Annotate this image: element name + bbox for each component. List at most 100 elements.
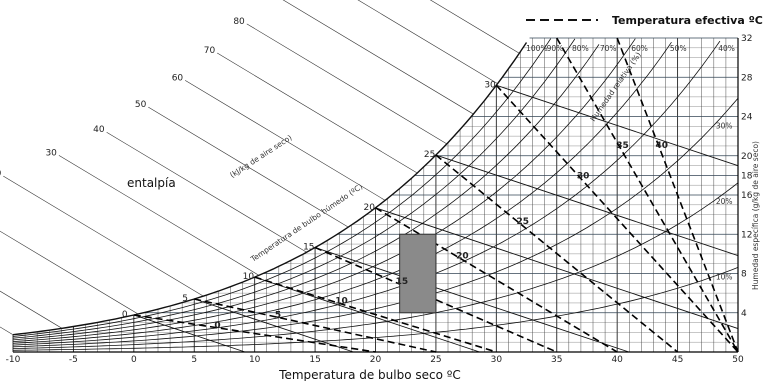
enthalpy-line <box>0 290 63 329</box>
x-axis-label: Temperatura de bulbo seco ºC <box>278 368 461 381</box>
effective-temperature-line <box>556 37 739 353</box>
wet-bulb-tick-label: 5 <box>182 294 188 304</box>
y-tick-label: 12 <box>741 230 752 240</box>
y-tick-label: 8 <box>741 270 747 280</box>
enthalpy-line <box>217 52 418 174</box>
relative-humidity-curves <box>12 38 739 351</box>
enthalpy-tick-labels: -100102030405060708090100110 <box>0 17 245 179</box>
effective-temperature-label: 35 <box>616 141 629 151</box>
rh-curve <box>12 42 528 336</box>
rh-tick-label: 50% <box>670 44 687 53</box>
right-axis-label: Humedad específica (g/kg de aire seco) <box>751 141 760 290</box>
effective-temperature-labels: 0 5 10 15 20 25 30 35 40 <box>214 141 668 331</box>
x-tick-label: 50 <box>732 355 744 365</box>
wet-bulb-line <box>375 207 739 329</box>
x-tick-label: -5 <box>69 355 78 365</box>
enthalpy-line <box>246 23 447 145</box>
enthalpy-line <box>58 155 260 276</box>
x-tick-labels: -10 -5 0 5 10 15 20 25 30 35 40 45 50 <box>6 355 744 365</box>
effective-temperature-label: 0 <box>214 321 220 331</box>
effective-temperature-lines <box>133 37 739 353</box>
enthalpy-line <box>106 131 307 253</box>
enthalpy-tick-label: 20 <box>0 169 2 179</box>
wet-bulb-line <box>194 298 354 353</box>
rh-tick-label: 80% <box>572 44 589 53</box>
x-tick-label: 15 <box>309 355 320 365</box>
effective-temperature-label: 30 <box>577 172 590 182</box>
x-tick-label: -10 <box>6 355 21 365</box>
enthalpy-line <box>3 175 204 297</box>
effective-temperature-line <box>194 298 437 353</box>
enthalpy-lines <box>0 0 520 335</box>
rh-axis-label: Humedad relativa (%) <box>588 50 643 123</box>
y-tick-label: 4 <box>741 309 747 319</box>
rh-tick-label: 100% <box>526 44 547 53</box>
rh-curve <box>12 38 576 339</box>
enthalpy-tick-label: 40 <box>93 125 105 135</box>
enthalpy-axis-label: (kJ/kg de aire seco) <box>228 133 293 180</box>
effective-temperature-label: 40 <box>655 141 668 151</box>
wet-bulb-tick-label: 30 <box>484 80 496 90</box>
enthalpy-tick-label: 60 <box>172 73 184 83</box>
rh-curve <box>12 44 600 341</box>
y-tick-label: 24 <box>741 113 753 123</box>
y-tick-labels: 4 8 12 16 18 20 24 28 32 <box>741 34 753 319</box>
rh-tick-label: 60% <box>631 44 648 53</box>
enthalpy-label: entalpía <box>127 176 176 190</box>
enthalpy-tick-label: 80 <box>233 17 245 27</box>
wet-bulb-tick-label: 15 <box>303 243 314 253</box>
rh-tick-label: 40% <box>718 44 735 53</box>
wet-bulb-tick-label: 0 <box>122 310 128 320</box>
wet-bulb-line <box>435 154 739 257</box>
legend-label: Temperatura efectiva ºC <box>612 14 763 27</box>
y-tick-label: 28 <box>741 73 753 83</box>
x-tick-label: 20 <box>370 355 382 365</box>
y-tick-label: 32 <box>741 34 752 44</box>
y-tick-label: 16 <box>741 191 753 201</box>
x-tick-label: 25 <box>430 355 441 365</box>
legend: Temperatura efectiva ºC <box>526 14 763 27</box>
x-tick-label: 35 <box>551 355 562 365</box>
x-tick-label: 10 <box>249 355 261 365</box>
x-tick-label: 5 <box>191 355 197 365</box>
effective-temperature-line <box>495 84 739 353</box>
effective-temperature-line <box>616 37 739 353</box>
wet-bulb-line <box>254 276 480 353</box>
enthalpy-line <box>429 0 520 54</box>
rh-curve <box>12 97 739 348</box>
chart-axes <box>13 38 739 353</box>
effective-temperature-line <box>254 276 497 353</box>
rh-curve <box>12 38 636 342</box>
effective-temperature-label: 25 <box>517 217 530 227</box>
rh-curve <box>12 182 739 349</box>
wet-bulb-line <box>314 247 630 353</box>
rh-tick-labels: 100% 90% 80% 70% 60% 50% 40% 30% 20% 10% <box>526 44 735 282</box>
effective-temperature-line <box>435 154 679 353</box>
rh-curve <box>12 41 672 344</box>
wet-bulb-tick-label: 25 <box>424 150 435 160</box>
chart-grid <box>12 37 739 352</box>
rh-curve <box>12 267 739 351</box>
wet-bulb-tick-labels: 0 5 10 15 20 25 30 <box>122 80 496 320</box>
enthalpy-tick-label: 50 <box>135 100 147 110</box>
wet-bulb-lines <box>133 84 739 353</box>
comfort-zone-rect <box>399 233 437 314</box>
x-tick-label: 40 <box>611 355 623 365</box>
rh-tick-label: 70% <box>600 44 617 53</box>
x-tick-label: 30 <box>491 355 503 365</box>
enthalpy-tick-label: 70 <box>204 46 216 56</box>
enthalpy-line <box>185 80 386 201</box>
effective-temperature-label: 15 <box>396 277 409 287</box>
rh-curve <box>12 40 721 346</box>
rh-tick-label: 20% <box>716 197 733 206</box>
enthalpy-tick-label: 30 <box>45 148 57 158</box>
rh-curve <box>12 38 552 337</box>
enthalpy-line <box>0 230 139 315</box>
effective-temperature-line <box>133 314 376 353</box>
rh-tick-label: 90% <box>547 44 564 53</box>
rh-tick-label: 30% <box>716 121 733 130</box>
rh-tick-label: 10% <box>716 272 733 281</box>
effective-temperature-line <box>375 207 618 353</box>
enthalpy-line <box>357 0 498 84</box>
